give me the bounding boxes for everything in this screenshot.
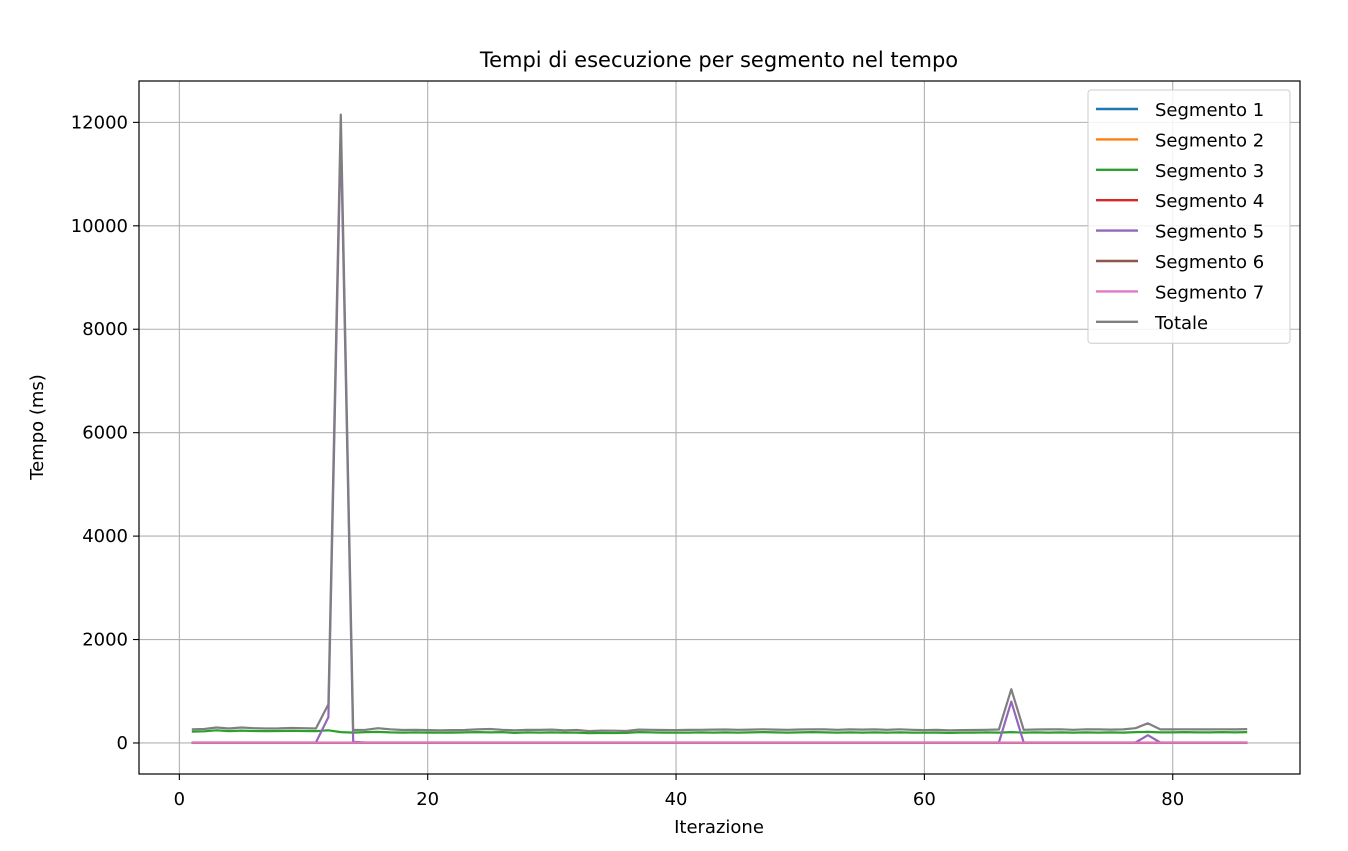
plot-frame bbox=[138, 80, 1301, 775]
series-line-segmento-3 bbox=[191, 729, 1248, 735]
series-line-totale bbox=[191, 113, 1248, 733]
legend-label: Segmento 6 bbox=[1155, 252, 1264, 273]
y-tick-label: 6000 bbox=[82, 423, 128, 444]
legend-label: Totale bbox=[1154, 313, 1208, 334]
x-tick-label: 80 bbox=[1161, 789, 1184, 810]
x-tick-label: 20 bbox=[416, 789, 439, 810]
series-layer bbox=[191, 113, 1248, 744]
tick-layer: 0 20 40 60 80 0 2000 4000 6000 8000 10000 12000 bbox=[71, 112, 1184, 810]
y-tick-label: 10000 bbox=[71, 216, 128, 237]
y-tick-label: 4000 bbox=[82, 526, 128, 547]
x-tick-label: 40 bbox=[665, 789, 688, 810]
legend-label: Segmento 1 bbox=[1155, 100, 1264, 121]
y-tick-label: 0 bbox=[117, 733, 128, 754]
chart-title: Tempi di esecuzione per segmento nel tem… bbox=[479, 48, 958, 72]
y-axis-label: Tempo (ms) bbox=[27, 374, 48, 481]
legend: Segmento 1 Segmento 2 Segmento 3 Segmento 4… bbox=[1087, 89, 1291, 344]
legend-label: Segmento 3 bbox=[1155, 161, 1264, 182]
x-tick-label: 60 bbox=[913, 789, 936, 810]
legend-label: Segmento 7 bbox=[1155, 282, 1264, 303]
legend-box bbox=[1087, 89, 1291, 344]
y-tick-label: 12000 bbox=[71, 112, 128, 133]
x-tick-label: 0 bbox=[174, 789, 185, 810]
legend-label: Segmento 2 bbox=[1155, 130, 1264, 151]
x-axis-label: Iterazione bbox=[674, 817, 764, 838]
y-tick-label: 2000 bbox=[82, 630, 128, 651]
legend-label: Segmento 5 bbox=[1155, 222, 1264, 243]
legend-label: Segmento 4 bbox=[1155, 191, 1264, 212]
y-tick-label: 8000 bbox=[82, 319, 128, 340]
